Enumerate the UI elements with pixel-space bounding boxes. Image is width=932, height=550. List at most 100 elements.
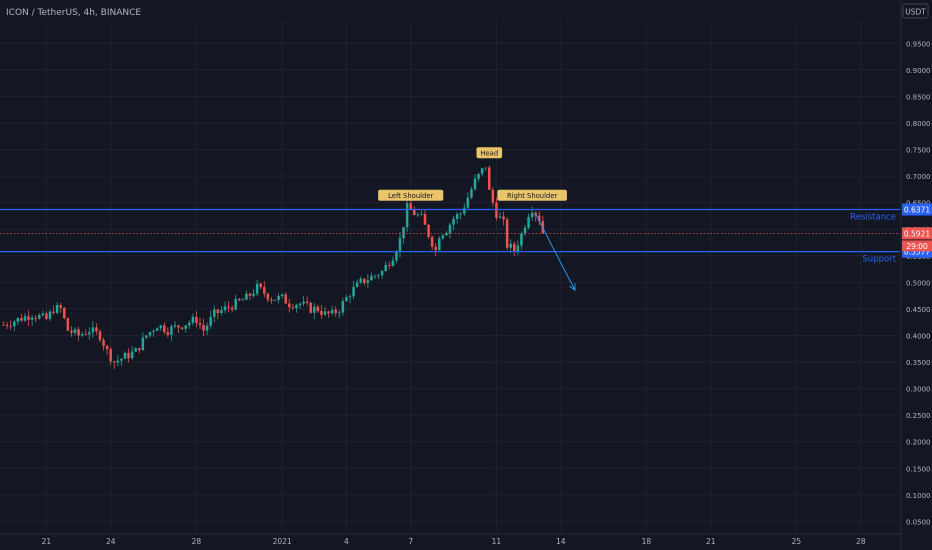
candle: [259, 282, 262, 290]
right-shoulder-label: Right Shoulder: [507, 192, 558, 200]
candle: [527, 213, 530, 230]
candle-body: [305, 301, 309, 303]
candle: [177, 324, 180, 334]
candle-body: [88, 332, 91, 335]
candle: [13, 319, 16, 332]
candle: [298, 302, 302, 310]
time-tick-label: 18: [642, 537, 652, 546]
candle: [355, 279, 359, 288]
candle-body: [41, 313, 45, 316]
left-shoulder-label: Left Shoulder: [388, 192, 433, 200]
candle: [455, 211, 459, 224]
candle-body: [70, 330, 73, 333]
last-price-tag[interactable]: [902, 227, 932, 240]
candle: [498, 211, 502, 219]
time-tick-label: 14: [556, 537, 566, 546]
candle-body: [288, 303, 291, 308]
candle-body: [34, 317, 37, 319]
candle: [402, 227, 405, 244]
candle-body: [488, 167, 491, 190]
candle-body: [395, 251, 398, 261]
candle: [166, 327, 170, 338]
candle: [388, 261, 391, 269]
candle-body: [134, 348, 137, 352]
candle-body: [516, 245, 520, 252]
candle: [505, 217, 509, 251]
candle: [345, 294, 348, 302]
candle: [302, 295, 305, 307]
candle: [405, 197, 409, 232]
candle: [230, 305, 234, 313]
candle: [52, 305, 55, 315]
candle: [509, 239, 512, 254]
candle: [448, 222, 452, 239]
candle-body: [398, 238, 402, 252]
candle-body: [313, 306, 316, 313]
time-tick-label: 7: [408, 537, 413, 546]
candle: [88, 327, 91, 340]
price-tick-label: 0.2000: [906, 439, 931, 447]
candle: [377, 273, 380, 279]
head-badge: [476, 147, 503, 159]
candle-body: [405, 203, 409, 228]
candle-body: [66, 318, 70, 331]
candle: [245, 290, 248, 300]
countdown-tag: [902, 240, 932, 252]
candle-body: [230, 307, 234, 310]
candle-body: [291, 307, 295, 309]
candle: [73, 327, 77, 336]
candle-body: [491, 189, 495, 203]
support-resistance-levels[interactable]: Resistance Support: [0, 208, 900, 265]
support-price-tag[interactable]: [902, 245, 932, 258]
candle-body: [123, 352, 127, 359]
time-tick-label: 4: [344, 537, 349, 546]
candle: [520, 231, 523, 250]
candle-body: [459, 213, 462, 215]
candle: [134, 347, 137, 352]
candle-body: [366, 280, 370, 283]
resistance-price-tag[interactable]: [902, 203, 932, 216]
candle: [30, 314, 34, 326]
candle-body: [213, 309, 216, 317]
candle-body: [55, 305, 59, 313]
candle: [373, 274, 377, 279]
candle: [59, 302, 62, 313]
candle: [55, 302, 59, 315]
candle: [159, 324, 162, 331]
price-tick-label: 0.9000: [906, 67, 931, 75]
candle-body: [216, 309, 220, 313]
candle: [34, 315, 37, 322]
candle-body: [509, 243, 512, 248]
candle: [220, 305, 223, 316]
candle: [523, 224, 527, 237]
currency-badge[interactable]: USDT: [902, 3, 929, 19]
candle: [480, 167, 484, 177]
price-axis[interactable]: 0.95000.90000.85000.80000.75000.70000.65…: [900, 0, 932, 550]
time-axis[interactable]: 21 24 28 2021 4 7 11 14 18 21 25 28: [0, 533, 901, 546]
candle-body: [80, 334, 84, 336]
candle-body: [30, 317, 34, 320]
candle-body: [152, 330, 155, 333]
candle: [216, 309, 220, 320]
candle-body: [59, 305, 62, 308]
candle-body: [505, 219, 509, 248]
candle-body: [227, 306, 230, 308]
candle-body: [252, 293, 255, 296]
candle: [459, 211, 462, 220]
time-tick-label: 25: [792, 537, 802, 546]
candle: [284, 291, 287, 304]
price-tick-label: 0.4500: [906, 306, 931, 314]
candle: [288, 298, 291, 313]
candle-body: [470, 189, 473, 198]
candle-body: [520, 233, 523, 246]
candle: [466, 192, 470, 209]
candle: [234, 294, 237, 311]
candle-body: [48, 311, 52, 320]
candle-body: [316, 306, 320, 312]
candle-body: [209, 316, 212, 326]
candle: [227, 300, 230, 313]
candle-body: [141, 337, 145, 351]
candle: [277, 293, 280, 304]
